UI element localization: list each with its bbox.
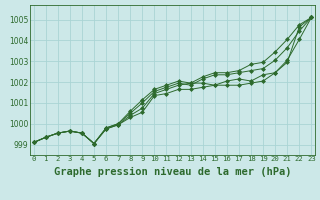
X-axis label: Graphe pression niveau de la mer (hPa): Graphe pression niveau de la mer (hPa) [54, 167, 291, 177]
